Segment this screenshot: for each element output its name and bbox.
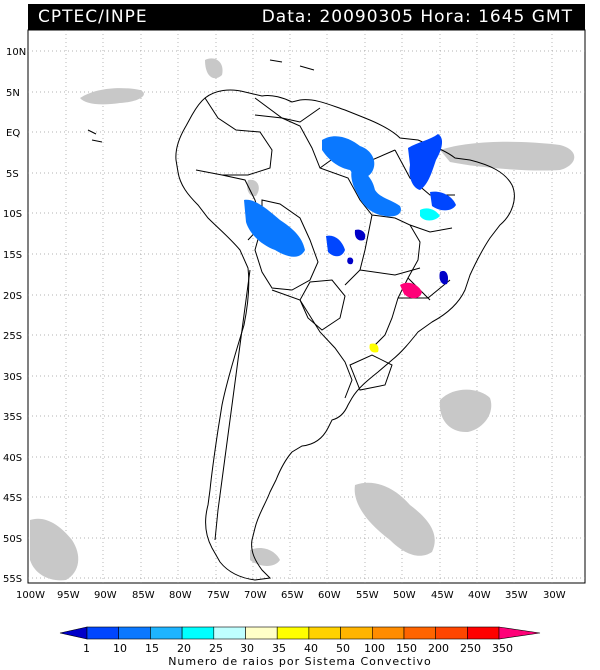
lat-gridlines [28,50,585,579]
lat-label: 30S [3,372,22,383]
lon-label: 30W [543,590,566,601]
colorbar-swatch [276,626,310,640]
lat-label: 10S [3,209,22,220]
lon-label: 85W [132,590,155,601]
storm-cell-bahia-east [439,270,449,285]
colorbar-swatch [181,626,215,640]
chile-border [214,269,251,541]
lon-label: 55W [356,590,379,601]
bolivia-border [254,199,319,291]
lat-label: 35S [3,412,22,423]
lon-label: 70W [244,590,267,601]
latitude-labels: 10N 5N EQ 5S 10S 15S 20S 25S 30S 35S 40S… [3,47,26,585]
colorbar-swatch [403,626,437,640]
colorbar-tick: 200 [428,642,449,655]
colorbar [59,626,541,640]
colorbar-left-arrow [59,626,88,640]
colorbar-swatch [118,626,151,640]
lon-label: 35W [505,590,528,601]
colorbar-tick: 25 [209,642,223,655]
storm-cell-northeast-2 [430,191,456,211]
lon-label: 80W [169,590,192,601]
lat-label: 5S [6,169,19,180]
map-frame [27,29,586,584]
lon-label: 100W [16,590,45,601]
lon-label: 50W [393,590,416,601]
colorbar-tick: 40 [304,642,318,655]
colorbar-tick: 250 [460,642,481,655]
colorbar-tick: 15 [145,642,159,655]
colorbar-ticks: 1 10 15 20 25 30 35 40 50 100 150 200 25… [83,642,513,655]
south-america-outline [175,89,515,581]
storm-cell-rondonia [244,199,305,257]
storm-cell-amazon-north [322,136,375,178]
lat-label: 5N [6,88,20,99]
colorbar-tick: 1 [83,642,90,655]
lon-label: 60W [318,590,341,601]
colorbar-tick: 350 [492,642,513,655]
title-bar: CPTEC/INPE Data: 20090305 Hora: 1645 GMT [28,4,585,30]
colorbar-swatch [340,626,373,640]
colorbar-tick: 150 [396,642,417,655]
colorbar-swatch [213,626,246,640]
storm-cell-mato-grosso [326,235,345,257]
storm-cell-amazon-central [351,168,401,217]
lat-label: 25S [3,331,22,342]
argentina-border [271,289,353,399]
convective-systems [244,134,456,353]
colorbar-title: Numero de raios por Sistema Convectivo [168,655,432,668]
longitude-labels: 100W 95W 90W 85W 80W 75W 70W 65W 60W 55W… [16,590,566,601]
lat-label: 45S [3,493,22,504]
lon-label: 95W [57,590,80,601]
colorbar-swatch [467,626,500,640]
brazil-border [254,114,421,349]
uruguay-border [349,354,393,391]
colorbar-tick: 50 [336,642,350,655]
cloud-cover [30,58,575,581]
storm-cell-rio-grande-do-sul [369,343,379,353]
lon-label: 65W [281,590,304,601]
lon-label: 75W [207,590,230,601]
colorbar-tick: 35 [272,642,286,655]
lon-label: 45W [431,590,454,601]
colorbar-tick: 30 [240,642,254,655]
storm-cell-northeast [408,134,443,190]
colorbar-right-arrow [498,626,541,640]
timestamp-label: Data: 20090305 Hora: 1645 GMT [261,7,573,27]
lat-label: 40S [3,453,22,464]
lon-label: 40W [468,590,491,601]
lat-label: 55S [3,574,22,585]
storm-cell-west [347,257,354,265]
colorbar-swatch [371,626,405,640]
colombia-border [204,97,273,176]
colorbar-tick: 10 [113,642,127,655]
colorbar-swatch [245,626,278,640]
country-borders [87,59,515,581]
lat-label: 20S [3,291,22,302]
lat-label: 15S [3,250,22,261]
lat-label: 10N [6,47,26,58]
caribbean-islands [87,59,315,143]
colorbar-tick: 20 [177,642,191,655]
colorbar-swatch [150,626,183,640]
lat-label: 50S [3,534,22,545]
venezuela-border [254,97,321,123]
colorbar-swatch [308,626,341,640]
storm-cell-goias [354,229,366,241]
colorbar-swatch [435,626,468,640]
storm-cell-bahia-cyan [420,208,440,221]
colorbar-tick: 100 [364,642,385,655]
lon-label: 90W [94,590,117,601]
colorbar-swatch [86,626,120,640]
agency-label: CPTEC/INPE [38,7,148,27]
lat-label: EQ [6,128,20,139]
storm-cell-minas-gerais [400,282,422,299]
